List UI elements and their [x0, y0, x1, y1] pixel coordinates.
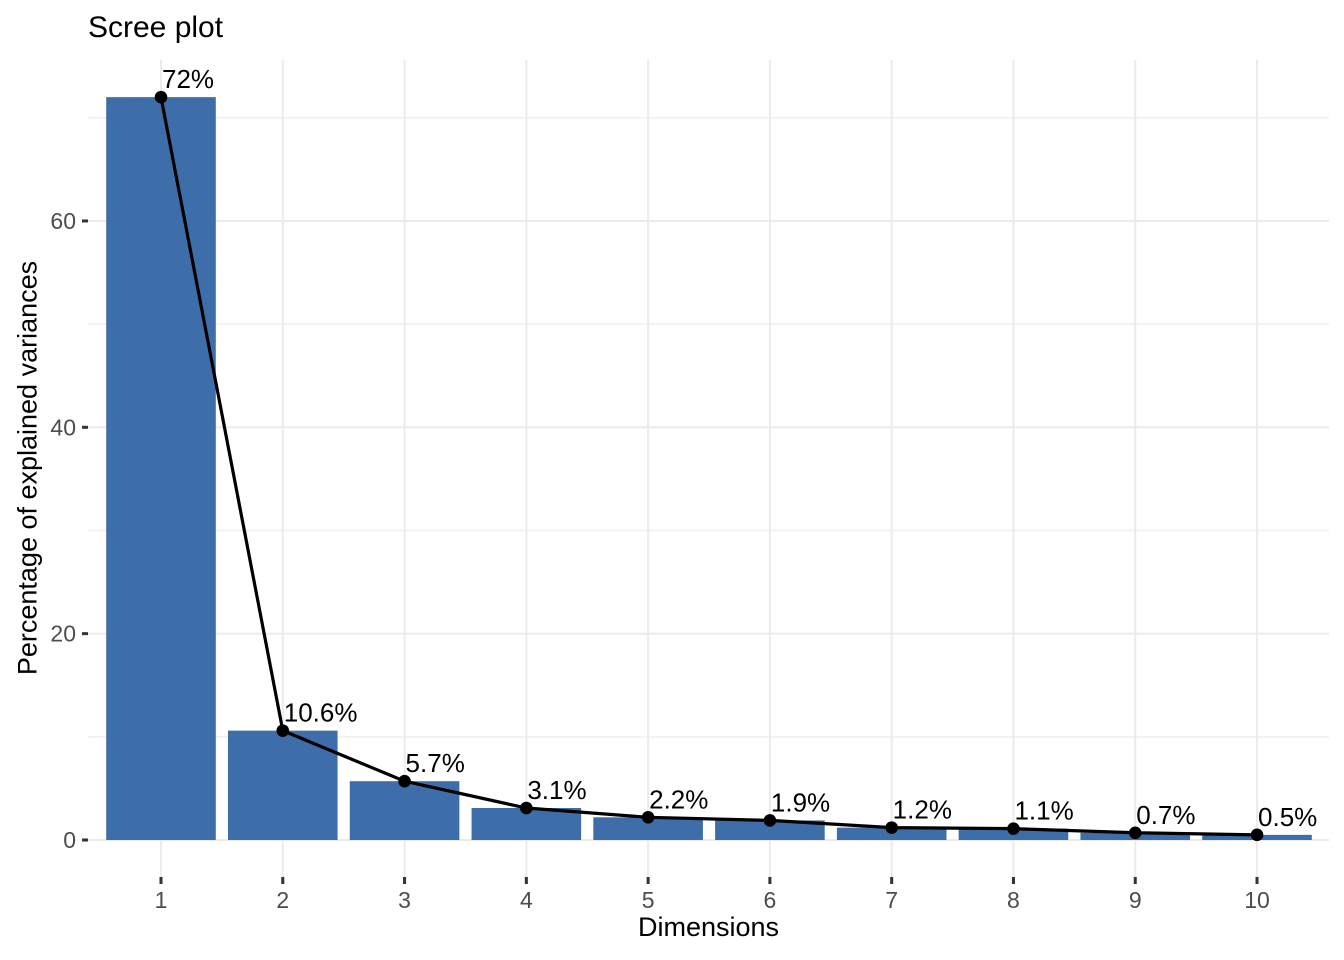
- x-tick-label: 4: [520, 887, 533, 913]
- x-tick-label: 7: [885, 887, 898, 913]
- point-value-label: 2.2%: [649, 784, 708, 814]
- scree-line: [159, 96, 1258, 837]
- data-point: [398, 774, 411, 788]
- bar: [227, 730, 338, 840]
- data-point: [763, 814, 777, 827]
- y-tick-label: 20: [50, 621, 76, 647]
- data-point: [154, 90, 168, 104]
- y-tick-label: 60: [50, 208, 76, 234]
- x-tick-label: 1: [155, 887, 168, 913]
- x-tick-label: 6: [764, 887, 777, 913]
- bar: [349, 781, 460, 840]
- x-tick-label: 8: [1007, 887, 1020, 913]
- point-value-label: 1.2%: [893, 795, 952, 825]
- x-tick-label: 5: [642, 887, 655, 913]
- plot-title: Scree plot: [88, 11, 224, 44]
- bar: [106, 97, 216, 840]
- data-point: [1007, 822, 1020, 835]
- data-point: [641, 811, 655, 824]
- point-value-label: 3.1%: [527, 775, 586, 805]
- x-tick-label: 10: [1244, 887, 1270, 913]
- x-axis-title: Dimensions: [637, 912, 780, 942]
- point-value-label: 72%: [162, 64, 214, 94]
- data-point: [885, 821, 898, 834]
- data-point: [1128, 826, 1142, 840]
- point-value-label: 0.7%: [1136, 800, 1195, 830]
- point-value-label: 5.7%: [406, 748, 465, 778]
- x-tick-label: 3: [398, 887, 411, 913]
- point-value-label: 1.9%: [771, 787, 830, 817]
- y-tick-label: 0: [63, 827, 76, 853]
- data-point: [1250, 828, 1264, 842]
- point-value-label: 0.5%: [1258, 802, 1317, 832]
- x-tick-label: 9: [1129, 887, 1142, 913]
- data-point: [520, 801, 533, 815]
- bar: [715, 820, 825, 840]
- point-value-label: 1.1%: [1014, 796, 1073, 826]
- point-value-label: 10.6%: [284, 698, 358, 728]
- bar: [593, 817, 703, 840]
- x-tick-label: 2: [276, 887, 289, 913]
- y-tick-label: 40: [50, 414, 76, 440]
- data-point: [276, 724, 290, 737]
